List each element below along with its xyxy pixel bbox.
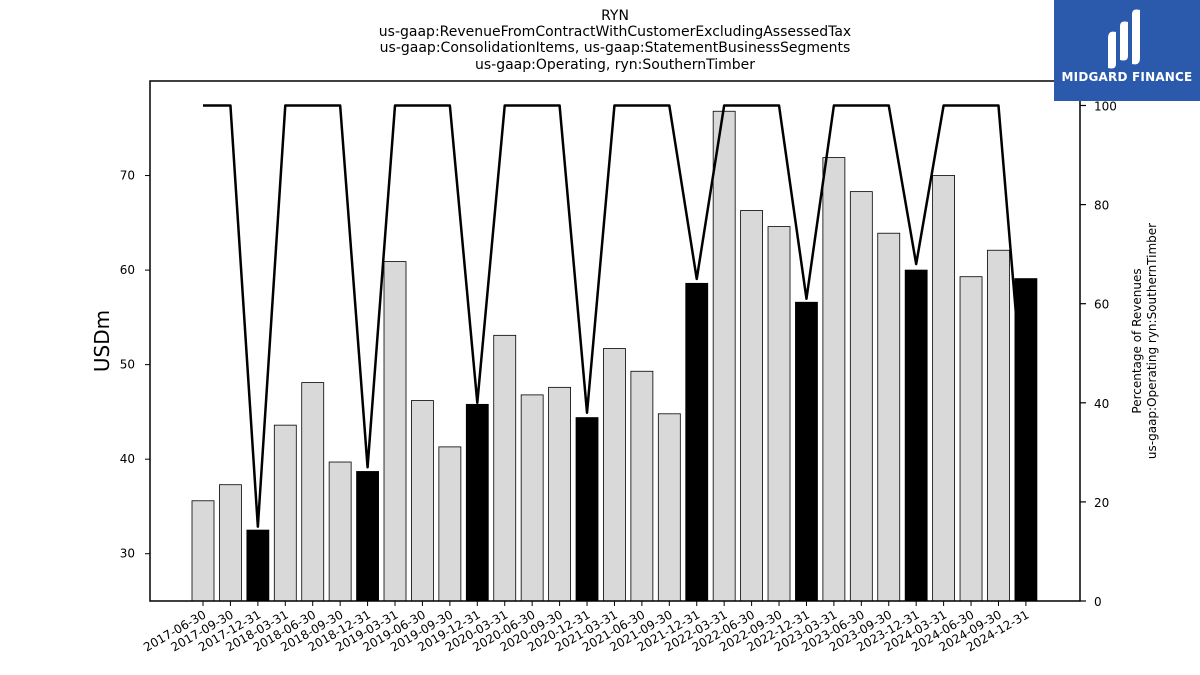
y-tick-label: 70: [120, 169, 135, 183]
y2-tick-label: 80: [1094, 199, 1109, 213]
title-line-3: us-gaap:ConsolidationItems, us-gaap:Stat…: [380, 40, 851, 56]
bar-2020-12-31: [575, 417, 599, 602]
y-axis-label: USDm: [90, 310, 114, 372]
bar-2019-09-30: [438, 446, 462, 602]
y-tick-label: 30: [120, 547, 135, 561]
line-series: [202, 104, 1028, 528]
y2-tick-label: 40: [1094, 397, 1109, 411]
bar-2019-06-30: [411, 400, 434, 602]
bar-2018-09-30: [328, 461, 352, 602]
brand-logo: MIDGARD FINANCE: [1054, 0, 1200, 101]
logo-text: MIDGARD FINANCE: [1061, 70, 1193, 84]
bar-2022-06-30: [740, 210, 763, 602]
y2-tick-label: 20: [1094, 496, 1109, 510]
bar-2020-09-30: [548, 386, 571, 602]
logo-mark-icon: [1108, 9, 1140, 69]
bar-2021-09-30: [657, 413, 681, 602]
chart-title: RYN us-gaap:RevenueFromContractWithCusto…: [379, 8, 851, 73]
y2-axis-label-line-2: us-gaap:Operating ryn:SouthernTimber: [1145, 223, 1159, 459]
bar-2019-03-31: [383, 261, 407, 602]
y2-tick-label: 100: [1094, 100, 1117, 114]
y2-tick-label: 0: [1094, 595, 1102, 609]
x-axis: 2017-06-302017-09-302017-12-312018-03-31…: [141, 601, 1031, 654]
bar-2023-03-31: [822, 157, 846, 602]
bar-2018-12-31: [356, 471, 379, 602]
y-tick-label: 60: [120, 263, 135, 277]
bar-2018-06-30: [301, 382, 325, 602]
bar-2022-03-31: [712, 110, 736, 602]
bar-2021-12-31: [685, 282, 709, 602]
bar-2020-03-31: [493, 334, 517, 602]
bar-2017-06-30: [191, 500, 215, 602]
plot-frame: [149, 80, 1081, 602]
bar-2018-03-31: [273, 424, 297, 602]
bar-2023-12-31: [904, 269, 928, 602]
title-line-4: us-gaap:Operating, ryn:SouthernTimber: [475, 57, 755, 73]
bar-2022-09-30: [767, 226, 791, 602]
bar-2020-06-30: [520, 394, 544, 602]
title-line-2: us-gaap:RevenueFromContractWithCustomerE…: [379, 24, 851, 40]
y2-tick-label: 60: [1094, 298, 1109, 312]
y-tick-label: 40: [120, 452, 135, 466]
y2-axis-label-line-1: Percentage of Revenues: [1130, 268, 1144, 413]
y-axis-left: 30 40 50 60 70: [120, 169, 150, 561]
bar-2021-06-30: [630, 370, 654, 602]
bar-2023-06-30: [849, 191, 873, 602]
bar-series: [191, 110, 1038, 602]
y-axis-right: 0 20 40 60 80 100: [1080, 100, 1117, 609]
bar-2024-09-30: [987, 249, 1010, 602]
bar-2024-06-30: [959, 276, 983, 602]
bar-2017-09-30: [219, 484, 242, 602]
bar-2024-03-31: [932, 175, 956, 602]
y-tick-label: 50: [120, 358, 135, 372]
bar-2022-12-31: [795, 301, 818, 602]
title-line-1: RYN: [601, 8, 629, 24]
bar-2017-12-31: [246, 529, 270, 602]
bar-2023-09-30: [877, 232, 901, 602]
bar-2021-03-31: [603, 348, 626, 602]
bar-2019-12-31: [465, 403, 489, 602]
